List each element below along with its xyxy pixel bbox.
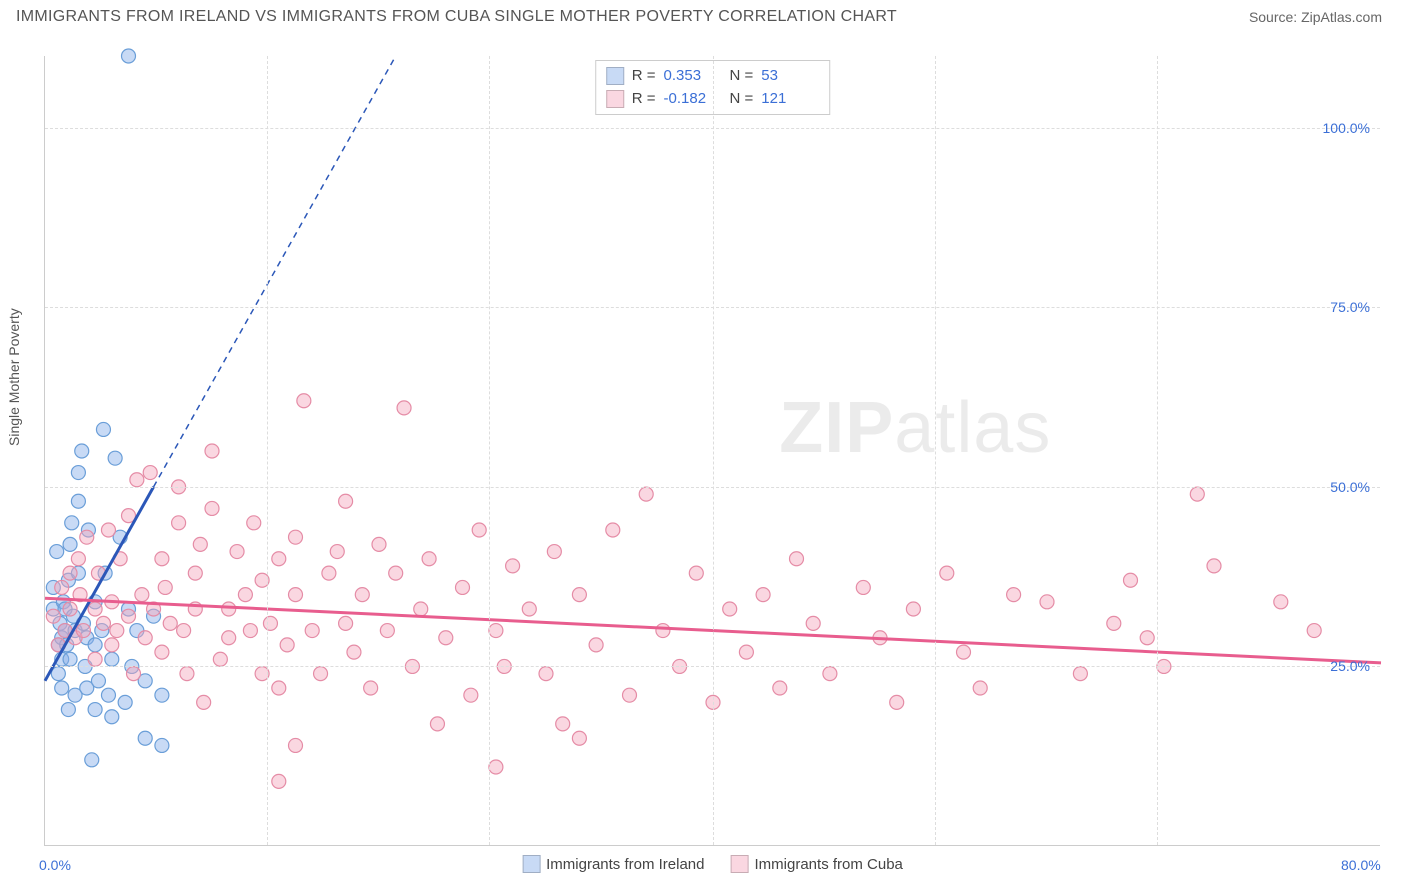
bottom-legend: Immigrants from Ireland Immigrants from … xyxy=(522,855,903,873)
y-tick-label: 100.0% xyxy=(1323,120,1370,136)
n-label: N = xyxy=(730,65,754,88)
y-tick-label: 75.0% xyxy=(1330,299,1370,315)
n-label: N = xyxy=(730,88,754,111)
n-value-ireland: 53 xyxy=(761,65,819,88)
r-label: R = xyxy=(632,65,656,88)
n-value-cuba: 121 xyxy=(761,88,819,111)
swatch-ireland xyxy=(606,67,624,85)
swatch-ireland xyxy=(522,855,540,873)
chart-title: IMMIGRANTS FROM IRELAND VS IMMIGRANTS FR… xyxy=(16,8,897,26)
swatch-cuba xyxy=(606,90,624,108)
y-tick-label: 50.0% xyxy=(1330,479,1370,495)
x-tick-label: 0.0% xyxy=(39,857,71,873)
r-label: R = xyxy=(632,88,656,111)
legend-item-ireland: Immigrants from Ireland xyxy=(522,855,704,873)
legend-label-ireland: Immigrants from Ireland xyxy=(546,856,704,873)
swatch-cuba xyxy=(731,855,749,873)
x-tick-label: 80.0% xyxy=(1341,857,1381,873)
legend-label-cuba: Immigrants from Cuba xyxy=(755,856,903,873)
source-label: Source: ZipAtlas.com xyxy=(1249,9,1382,25)
legend-item-cuba: Immigrants from Cuba xyxy=(731,855,903,873)
chart-plot-area: ZIPatlas R = 0.353 N = 53 R = -0.182 N =… xyxy=(44,56,1380,846)
y-tick-label: 25.0% xyxy=(1330,658,1370,674)
y-axis-label: Single Mother Poverty xyxy=(6,308,22,446)
